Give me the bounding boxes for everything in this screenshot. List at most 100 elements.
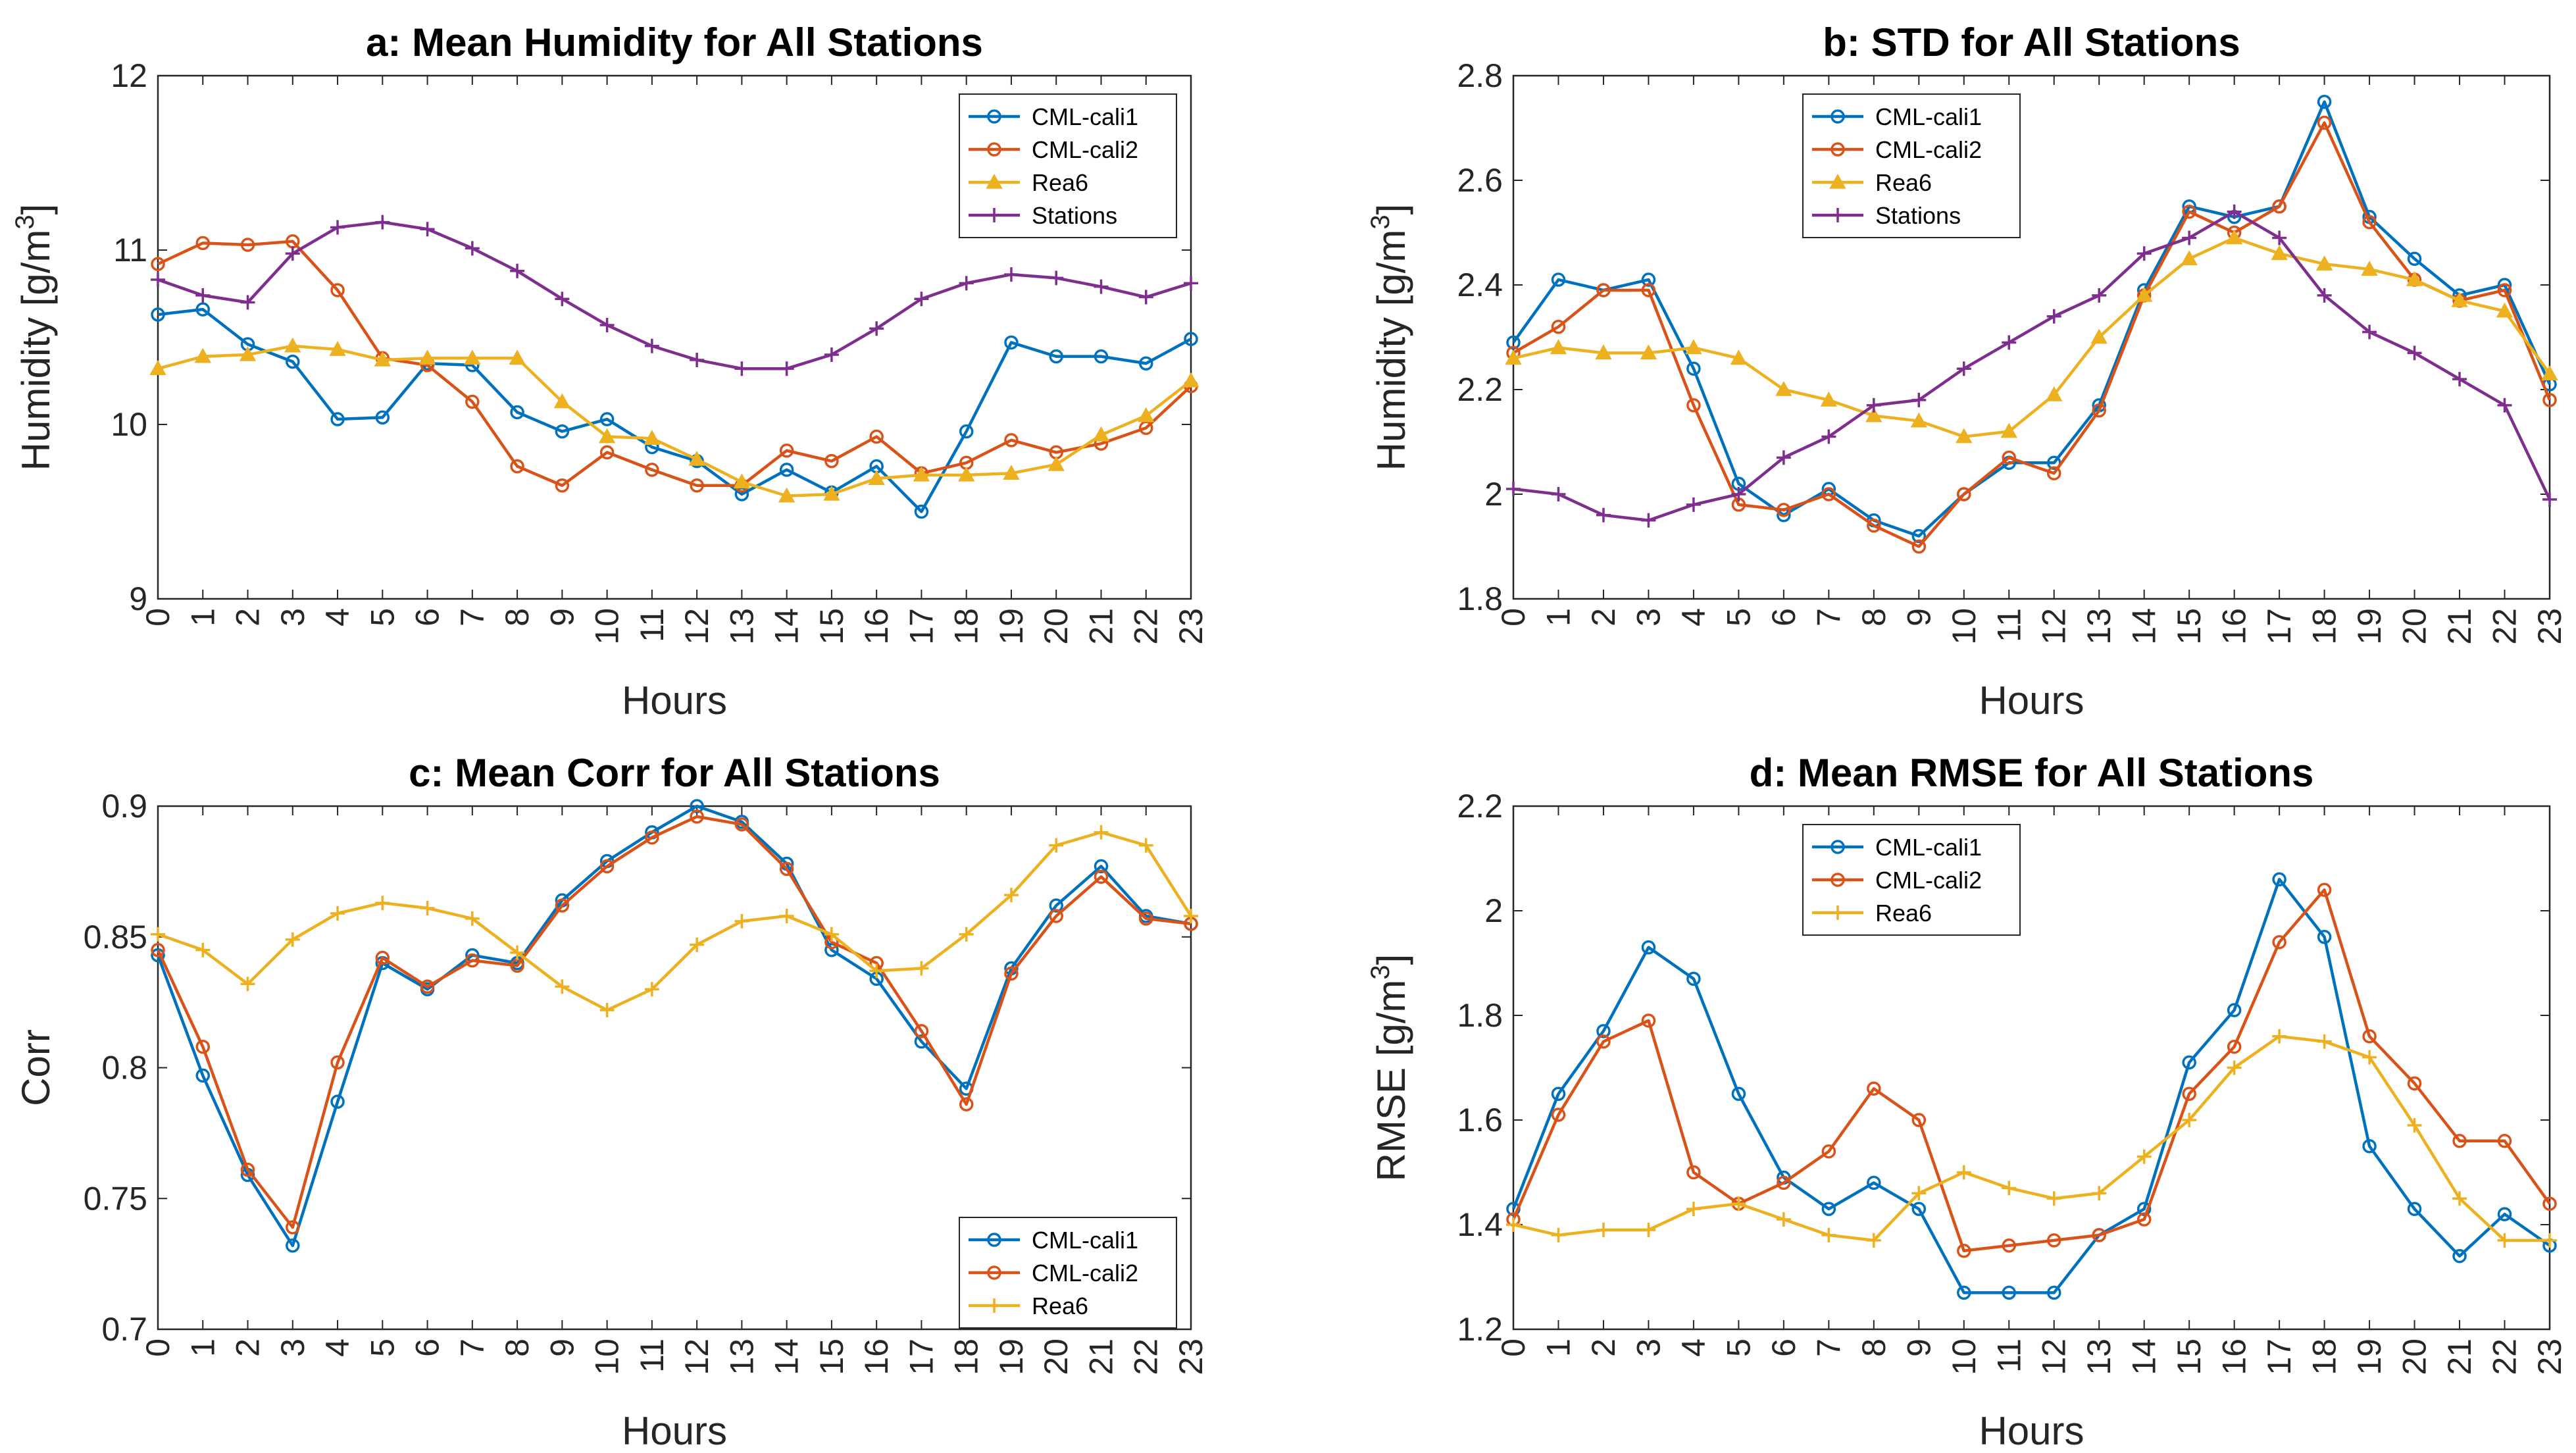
series-CML-cali2 xyxy=(151,809,1198,1235)
data-point xyxy=(2317,288,2332,303)
x-tick-label: 23 xyxy=(1173,608,1209,645)
axes-box xyxy=(1512,74,2551,600)
data-point xyxy=(1094,869,1109,884)
series-Rea6 xyxy=(1505,229,2558,444)
data-point xyxy=(2272,872,2286,887)
data-point xyxy=(510,263,525,278)
data-point xyxy=(2542,393,2557,407)
series-Stations xyxy=(1506,204,2557,528)
legend-label: Stations xyxy=(1875,202,1961,229)
data-point xyxy=(1821,429,1836,444)
legend-label: Rea6 xyxy=(1875,169,1932,196)
x-tick-label: 5 xyxy=(1720,608,1757,626)
x-tick-label: 10 xyxy=(1946,1338,1983,1375)
data-point xyxy=(2407,1117,2422,1133)
data-point xyxy=(2497,397,2512,413)
data-point xyxy=(1092,426,1110,442)
data-point xyxy=(2406,270,2423,286)
x-tick-label: 0 xyxy=(139,608,176,626)
x-tick-label: 3 xyxy=(1630,1338,1667,1357)
data-point xyxy=(286,1238,300,1253)
legend-item: CML-cali2 xyxy=(969,1260,1138,1287)
data-point xyxy=(555,898,570,913)
legend-item: CML-cali1 xyxy=(1812,103,1982,130)
data-point xyxy=(2452,1134,2467,1148)
series-line xyxy=(156,804,1192,1248)
data-point xyxy=(2317,115,2332,130)
data-point xyxy=(375,410,390,425)
data-point xyxy=(375,215,390,230)
data-point xyxy=(240,295,255,310)
legend-marker xyxy=(987,208,1001,222)
series-line xyxy=(157,830,1192,1012)
data-point xyxy=(645,830,659,845)
data-point xyxy=(690,937,705,952)
x-tick-label: 8 xyxy=(499,1338,536,1357)
x-tick-label: 3 xyxy=(274,1338,311,1357)
x-tick-label: 12 xyxy=(678,608,715,645)
data-point xyxy=(1596,1024,1611,1038)
data-point xyxy=(2496,302,2513,318)
data-point xyxy=(1910,412,1928,428)
data-point xyxy=(2092,288,2107,303)
data-point xyxy=(1003,888,1019,903)
data-point xyxy=(823,485,840,501)
chart-title: b: STD for All Stations xyxy=(1823,20,2240,64)
legend-label: CML-cali1 xyxy=(1032,1227,1138,1254)
data-point xyxy=(555,478,570,493)
data-point xyxy=(2000,422,2017,438)
x-tick-label: 19 xyxy=(993,608,1030,645)
y-axis-label: Humidity [g/m3] xyxy=(1366,204,1413,471)
legend-label: CML-cali1 xyxy=(1032,103,1138,130)
data-point xyxy=(1094,859,1109,874)
data-point xyxy=(644,338,659,353)
x-tick-label: 12 xyxy=(2036,608,2073,645)
data-point xyxy=(913,466,930,482)
data-point xyxy=(1821,487,1836,501)
x-tick-label: 16 xyxy=(2216,1338,2253,1375)
data-point xyxy=(285,246,300,261)
data-point xyxy=(2227,1039,2242,1054)
data-point xyxy=(1551,272,1566,287)
x-tick-label: 18 xyxy=(948,1338,985,1375)
y-axis-label-main: Corr xyxy=(14,1029,58,1106)
y-tick-label: 1.2 xyxy=(1457,1311,1503,1348)
data-point xyxy=(1867,1081,1881,1096)
x-tick-label: 2 xyxy=(1585,608,1622,626)
legend-marker xyxy=(987,1233,1001,1247)
x-tick-label: 22 xyxy=(2487,608,2523,645)
data-point xyxy=(465,911,480,926)
y-tick-label: 2.4 xyxy=(1457,267,1503,303)
data-point xyxy=(599,445,615,460)
chart-title: d: Mean RMSE for All Stations xyxy=(1750,751,2314,795)
x-tick-label: 9 xyxy=(543,1338,580,1357)
data-point xyxy=(151,942,165,957)
data-point xyxy=(2092,403,2106,418)
data-point xyxy=(1048,455,1065,471)
x-tick-label: 15 xyxy=(2171,608,2208,645)
data-point xyxy=(240,1162,255,1177)
data-point xyxy=(553,393,571,409)
data-point xyxy=(151,927,165,942)
legend-marker xyxy=(1831,905,1845,920)
x-tick-label: 9 xyxy=(1900,1338,1937,1357)
data-point xyxy=(1911,1113,1927,1127)
data-point xyxy=(824,942,839,957)
data-point xyxy=(1956,1165,1971,1180)
series-Stations xyxy=(151,215,1198,376)
x-tick-label: 9 xyxy=(1900,608,1937,626)
data-point xyxy=(1820,391,1838,407)
x-tick-label: 4 xyxy=(1675,608,1712,626)
data-point xyxy=(1730,349,1748,365)
x-tick-label: 10 xyxy=(589,1338,626,1375)
legend-marker xyxy=(987,1265,1001,1280)
y-axis-label-main: Humidity [g/m xyxy=(14,230,58,471)
data-point xyxy=(2317,95,2332,109)
data-point xyxy=(2136,1149,2152,1164)
y-axis-label: Humidity [g/m3] xyxy=(11,204,58,471)
x-tick-label: 0 xyxy=(1495,1338,1532,1357)
x-tick-label: 18 xyxy=(2306,1338,2343,1375)
data-point xyxy=(2497,1207,2512,1221)
x-tick-label: 17 xyxy=(2261,1338,2298,1375)
y-axis-label-main: RMSE [g/m xyxy=(1369,980,1413,1182)
